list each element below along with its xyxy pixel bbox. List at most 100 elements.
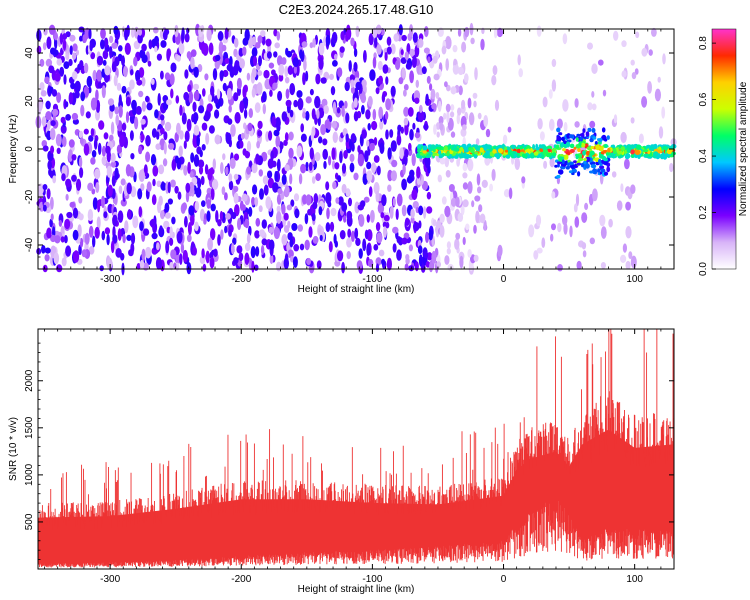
- noise-blob: [141, 76, 146, 87]
- noise-blob: [194, 221, 199, 232]
- noise-blob: [372, 56, 377, 69]
- signal-blob: [591, 127, 596, 133]
- noise-blob: [210, 85, 215, 96]
- noise-blob: [409, 70, 414, 84]
- noise-blob: [160, 114, 165, 121]
- noise-blob: [439, 157, 446, 165]
- noise-blob: [450, 86, 457, 95]
- noise-blob: [375, 87, 380, 95]
- noise-blob: [477, 112, 482, 120]
- noise-blob: [65, 53, 70, 61]
- noise-blob: [625, 201, 631, 211]
- noise-blob: [135, 70, 141, 82]
- noise-blob: [260, 245, 265, 255]
- noise-blob: [160, 70, 164, 80]
- noise-blob: [170, 179, 176, 188]
- noise-blob: [393, 33, 400, 42]
- noise-blob: [101, 156, 107, 166]
- signal-blob: [648, 146, 655, 151]
- noise-blob: [48, 168, 52, 176]
- noise-blob: [71, 154, 77, 161]
- noise-blob: [140, 183, 145, 192]
- noise-blob: [383, 226, 387, 238]
- noise-blob: [149, 219, 156, 227]
- noise-blob: [129, 79, 135, 90]
- noise-blob: [341, 163, 347, 174]
- noise-blob: [241, 193, 248, 202]
- noise-blob: [162, 158, 168, 167]
- noise-blob: [409, 169, 415, 178]
- noise-blob: [395, 208, 399, 220]
- noise-blob: [367, 95, 373, 107]
- noise-blob: [536, 247, 543, 254]
- noise-blob: [133, 56, 138, 67]
- noise-blob: [78, 130, 84, 139]
- signal-blob: [474, 151, 479, 155]
- noise-blob: [183, 91, 190, 101]
- noise-blob: [350, 133, 356, 143]
- noise-blob: [468, 112, 475, 126]
- noise-blob: [185, 190, 190, 203]
- noise-blob: [70, 82, 76, 90]
- signal-blob: [504, 149, 509, 153]
- noise-blob: [497, 244, 503, 257]
- noise-blob: [231, 212, 237, 220]
- noise-blob: [283, 257, 289, 270]
- noise-blob: [326, 207, 330, 220]
- noise-blob: [121, 122, 127, 131]
- noise-blob: [259, 188, 264, 200]
- noise-blob: [233, 192, 239, 204]
- noise-blob: [53, 252, 60, 265]
- signal-blob: [599, 162, 603, 167]
- noise-blob: [401, 237, 408, 245]
- signal-blob: [561, 159, 565, 164]
- noise-blob: [551, 58, 557, 68]
- noise-blob: [83, 143, 90, 156]
- noise-blob: [141, 43, 147, 52]
- noise-blob: [246, 233, 251, 244]
- noise-blob: [146, 181, 152, 192]
- noise-blob: [208, 125, 215, 134]
- noise-blob: [444, 205, 451, 218]
- colorbar-ticks: 0.0 0.2 0.4 0.6 0.8: [698, 36, 716, 276]
- noise-blob: [638, 133, 644, 144]
- noise-blob: [138, 28, 143, 36]
- noise-blob: [658, 126, 664, 139]
- noise-blob: [450, 111, 455, 118]
- noise-blob: [362, 238, 367, 252]
- noise-blob: [277, 188, 283, 195]
- noise-blob: [69, 201, 76, 208]
- noise-blob: [328, 155, 332, 166]
- noise-blob: [167, 198, 173, 205]
- noise-blob: [543, 160, 548, 169]
- noise-blob: [473, 254, 479, 262]
- y-tick-label: 20: [24, 95, 35, 107]
- noise-blob: [323, 160, 327, 170]
- noise-blob: [257, 70, 263, 77]
- noise-blob: [254, 42, 261, 49]
- noise-blob: [331, 147, 336, 160]
- signal-blob: [565, 142, 571, 148]
- signal-blob: [470, 148, 475, 153]
- noise-blob: [551, 223, 556, 231]
- noise-blob: [271, 116, 277, 127]
- noise-blob: [641, 96, 648, 108]
- noise-blob: [432, 55, 438, 64]
- noise-blob: [450, 197, 457, 207]
- noise-blob: [355, 237, 361, 247]
- noise-blob: [454, 238, 460, 250]
- noise-blob: [85, 111, 91, 119]
- noise-blob: [315, 73, 321, 85]
- noise-blob: [184, 69, 189, 79]
- noise-blob: [239, 100, 245, 113]
- noise-blob: [224, 225, 228, 234]
- spectrogram-signal-band: [416, 127, 677, 179]
- noise-blob: [265, 196, 272, 210]
- noise-blob: [129, 130, 134, 141]
- noise-blob: [262, 175, 269, 185]
- noise-blob: [297, 97, 304, 111]
- noise-blob: [276, 158, 281, 172]
- signal-blob: [554, 164, 558, 168]
- noise-blob: [621, 40, 627, 48]
- noise-blob: [74, 80, 81, 93]
